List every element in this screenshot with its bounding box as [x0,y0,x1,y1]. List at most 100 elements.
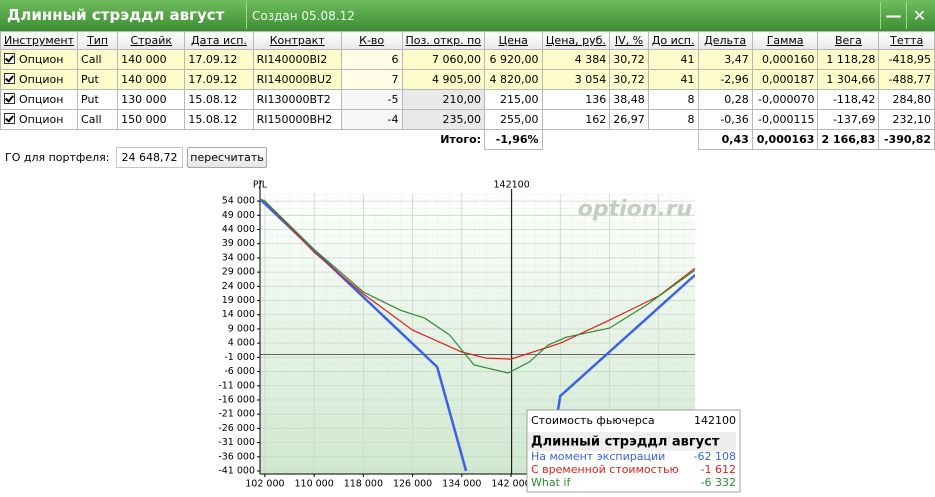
y-tick-label: 39 000 [222,238,255,249]
y-tick-label: 14 000 [222,309,255,320]
cell: -0,000070 [751,89,819,110]
totals-row: Итого: -1,96% 0,43 0,000163 2 166,83 -390,82 [0,129,935,150]
cell: 38,48 [609,89,649,110]
cell: 4 384 [541,49,611,70]
column-header[interactable]: Цена, руб. [541,31,611,50]
checkbox[interactable] [4,73,15,84]
y-tick-label: -11 000 [218,380,255,391]
total-cell: 2 166,83 [817,129,880,150]
positions-table: Инструмент Тип Страйк Дата исп. Контракт К-во… [0,31,935,150]
legend-readout: -6 332 [701,476,736,489]
cell-text: 136 [585,93,607,106]
position-row: Опцион Call 140 000 17.09.12 RI140000BI2 6 7 0… [0,49,935,70]
column-header[interactable]: Вега [817,31,880,50]
checkbox[interactable] [4,53,15,64]
total-cell [117,129,185,150]
cell: -137,69 [817,109,880,130]
legend: Стоимость фьючерса 142100 Длинный стрэддл … [526,409,741,493]
cell: 17.09.12 [184,69,254,90]
total-cell: 0,43 [697,129,753,150]
y-tick-label: -16 000 [218,394,255,405]
column-header[interactable]: Гамма [751,31,819,50]
cell-text: Опцион [19,53,64,66]
cell-text: 17.09.12 [188,73,238,86]
total-cell [609,129,649,150]
cell-text: 3,47 [724,53,749,66]
close-button[interactable]: ✕ [906,2,932,29]
cell: 215,00 [484,89,543,110]
cell-text: 162 [585,113,607,126]
y-tick-label: -6 000 [224,366,255,377]
margin-label: ГО для портфеля: [5,151,110,164]
cell-text: Call [81,53,102,66]
cell: RI150000BH2 [252,109,342,130]
cell-text: Put [81,73,99,86]
cell: 3 054 [541,69,611,90]
cell: Put [77,69,119,90]
column-header[interactable]: Поз. откр. по [401,31,486,50]
cell-text: Call [81,113,102,126]
minimize-button[interactable]: — [880,2,906,29]
column-header[interactable]: Тетта [878,31,935,50]
total-text: 0,000163 [756,133,815,146]
cell: 232,10 [878,109,935,130]
column-header[interactable]: IV, % [609,31,649,50]
column-header[interactable]: Тип [77,31,119,50]
cell-text: 30,72 [613,73,645,86]
cell-text: 30,72 [613,53,645,66]
cell-text: -0,000115 [758,113,815,126]
cell-text: 130 000 [121,93,167,106]
cell: 210,00 [401,89,486,110]
column-header[interactable]: Контракт [252,31,342,50]
column-header[interactable]: Цена [484,31,543,50]
x-tick-label: 142 000 [491,479,530,490]
cell: 235,00 [401,109,486,130]
column-header[interactable]: Дельта [697,31,753,50]
cell-text: 140 000 [121,53,167,66]
cell: -488,77 [878,69,935,90]
cell-text: 7 060,00 [432,53,482,66]
cell: 15.08.12 [184,109,254,130]
cell-text: 0,000187 [761,73,815,86]
column-header[interactable]: Инструмент [0,31,79,50]
position-row: Опцион Call 150 000 15.08.12 RI150000BH2 -4 23… [0,109,935,130]
cell: -118,42 [817,89,880,110]
cell-text: 4 905,00 [432,73,482,86]
cell: 0,000160 [751,49,819,70]
cell: 4 820,00 [484,69,543,90]
total-cell: -1,96% [484,129,543,150]
cell-text: -5 [387,93,399,106]
margin-field[interactable]: 24 648,72 [116,147,183,168]
separator [246,2,247,29]
total-cell [0,129,78,150]
cell: 17.09.12 [184,49,254,70]
cell: 255,00 [484,109,543,130]
cell-text: Put [81,93,99,106]
cell-text: -418,95 [888,53,931,66]
cell: Call [77,109,119,130]
cell-text: Опцион [19,73,64,86]
column-header[interactable]: К-во [340,31,403,50]
cell-text: 150 000 [121,113,167,126]
cell-text: 284,80 [892,93,932,106]
column-header[interactable]: Дата исп. [184,31,254,50]
cell: 0,000187 [751,69,819,90]
cell: -418,95 [878,49,935,70]
cell-text: 0,28 [724,93,749,106]
legend-entry: С временной стоимостью [531,463,679,476]
cell-text: 15.08.12 [188,113,238,126]
column-header[interactable]: Страйк [117,31,186,50]
column-header[interactable]: До исп. [647,31,699,50]
cell: 41 [647,69,699,90]
cell-text: 8 [687,93,695,106]
recalculate-button[interactable]: пересчитать [187,147,267,168]
cell: RI140000BI2 [252,49,342,70]
x-tick-label: 126 000 [393,479,432,490]
series-line [260,198,695,360]
cell: 30,72 [609,69,649,90]
total-cell [648,129,698,150]
checkbox[interactable] [4,93,15,104]
y-tick-label: 29 000 [222,267,255,278]
checkbox[interactable] [4,113,15,124]
